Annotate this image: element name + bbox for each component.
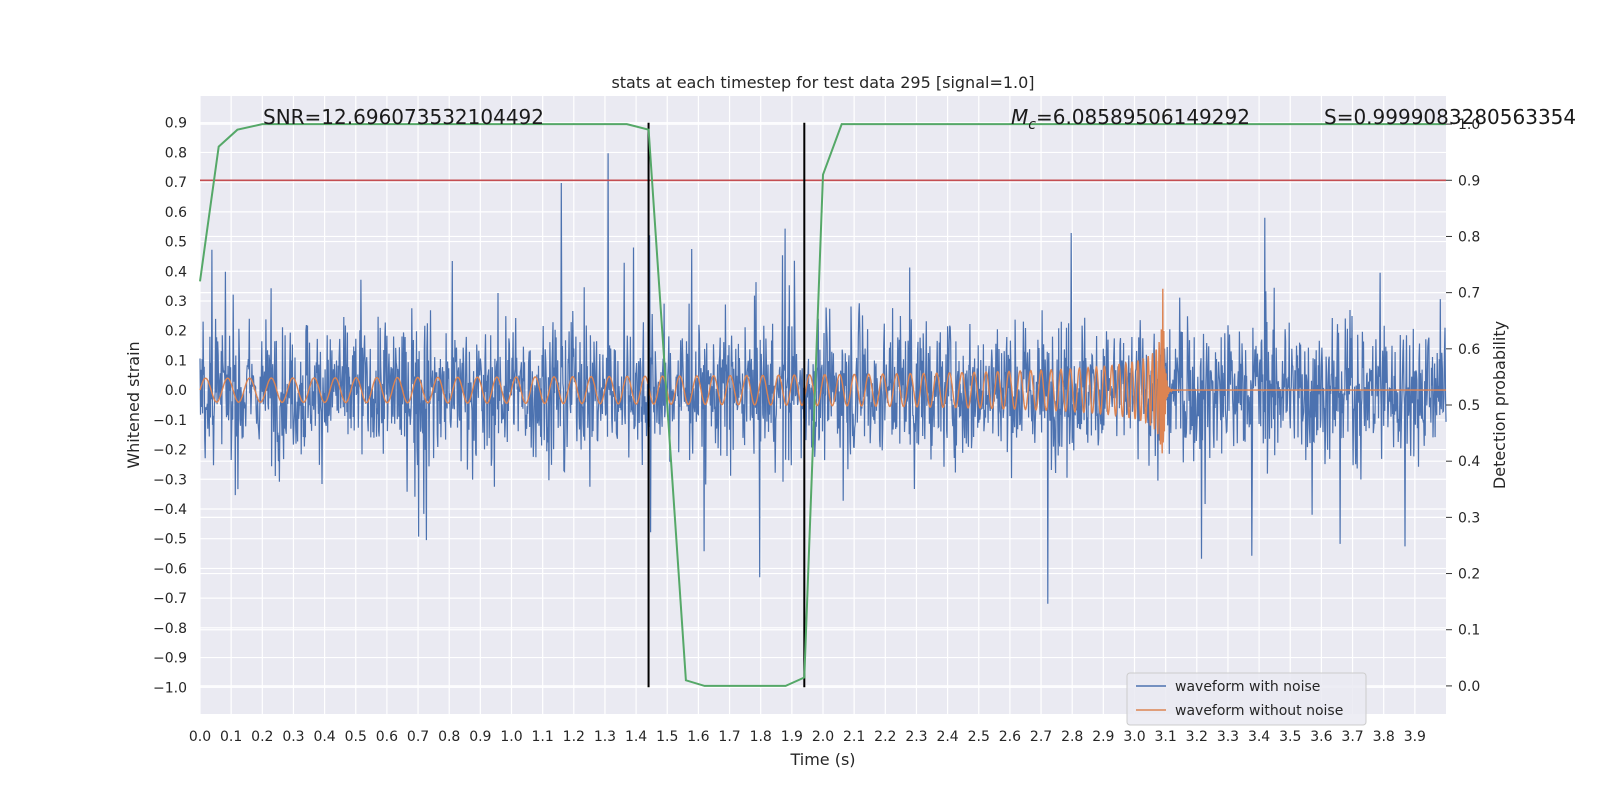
x-tick-label: 0.5 <box>345 729 367 745</box>
x-tick-label: 1.8 <box>750 729 772 745</box>
y2-tick-label: 1.0 <box>1458 117 1480 133</box>
x-tick-labels: 0.0 0.1 0.2 0.3 0.4 0.5 0.6 0.7 0.8 0.9 1.0 1.1 1.2 1… <box>189 729 1426 745</box>
x-tick-label: 0.2 <box>251 729 273 745</box>
legend: waveform with noise waveform without noi… <box>1126 672 1367 726</box>
x-tick-label: 3.7 <box>1341 729 1363 745</box>
x-tick-label: 3.8 <box>1373 729 1395 745</box>
x-tick-label: 1.3 <box>594 729 616 745</box>
y2-tick-label: 0.8 <box>1458 229 1480 245</box>
x-tick-label: 2.8 <box>1061 729 1083 745</box>
y-tick-label: 0.6 <box>165 205 187 221</box>
x-tick-label: 1.0 <box>500 729 522 745</box>
chart-title: stats at each timestep for test data 295… <box>611 73 1034 92</box>
y-tick-label: 0.1 <box>165 353 187 369</box>
x-tick-label: 2.3 <box>905 729 927 745</box>
y-tick-label: −1.0 <box>153 680 187 696</box>
x-tick-label: 2.4 <box>936 729 958 745</box>
y-tick-label: 0.9 <box>165 116 187 132</box>
x-tick-label: 3.5 <box>1279 729 1301 745</box>
y-tick-label: 0.5 <box>165 235 187 251</box>
y2-tick-label: 0.1 <box>1458 623 1480 639</box>
x-tick-label: 2.0 <box>812 729 834 745</box>
y-axis-label: Whitened strain <box>124 341 143 468</box>
x-tick-label: 1.7 <box>718 729 740 745</box>
x-tick-label: 3.3 <box>1217 729 1239 745</box>
vertical-markers <box>647 122 806 688</box>
y-tick-labels: 0.9 0.8 0.7 0.6 0.5 0.4 0.3 0.2 0.1 0.0 −0.1 −0.2 −0… <box>153 116 187 697</box>
x-tick-label: 3.6 <box>1310 729 1332 745</box>
legend-label-noise: waveform with noise <box>1175 679 1320 695</box>
s-annotation: S=0.9999083280563354 <box>1324 105 1576 129</box>
y2-tick-label: 0.7 <box>1458 286 1480 302</box>
x-tick-label: 3.4 <box>1248 729 1270 745</box>
x-tick-label: 0.9 <box>469 729 491 745</box>
y-tick-label: −0.9 <box>153 651 187 667</box>
y-tick-label: 0.8 <box>165 145 187 161</box>
x-tick-label: 1.6 <box>687 729 709 745</box>
y2-axis-label: Detection probability <box>1490 321 1509 489</box>
x-tick-label: 1.2 <box>563 729 585 745</box>
x-tick-label: 2.9 <box>1092 729 1114 745</box>
y2-tick-labels: 1.0 0.9 0.8 0.7 0.6 0.5 0.4 0.3 0.2 0.1 0.0 <box>1446 117 1480 695</box>
chirp-mass-value: =6.08589506149292 <box>1036 105 1250 129</box>
chirp-mass-symbol: M <box>1011 105 1028 129</box>
y-tick-label: 0.4 <box>165 264 187 280</box>
x-tick-label: 3.1 <box>1155 729 1177 745</box>
x-tick-label: 2.1 <box>843 729 865 745</box>
y2-tick-label: 0.6 <box>1458 342 1480 358</box>
x-tick-label: 1.5 <box>656 729 678 745</box>
detection-probability-line <box>199 123 1446 687</box>
x-axis-label: Time (s) <box>789 750 855 769</box>
y2-tick-label: 0.3 <box>1458 510 1480 526</box>
series-waveform-without-noise <box>199 288 1446 454</box>
y-tick-label: 0.0 <box>165 383 187 399</box>
y-tick-label: −0.3 <box>153 472 187 488</box>
x-tick-label: 2.6 <box>999 729 1021 745</box>
y-tick-label: −0.1 <box>153 413 187 429</box>
series-detection-probability <box>199 123 1446 687</box>
clean-waveform-line <box>199 288 1446 454</box>
x-tick-label: 1.4 <box>625 729 647 745</box>
y-tick-label: 0.3 <box>165 294 187 310</box>
x-tick-label: 2.5 <box>968 729 990 745</box>
legend-label-clean: waveform without noise <box>1175 703 1343 719</box>
x-tick-label: 0.0 <box>189 729 211 745</box>
y-tick-label: −0.6 <box>153 561 187 577</box>
y-tick-label: 0.7 <box>165 175 187 191</box>
y-tick-label: −0.4 <box>153 502 187 518</box>
x-tick-label: 0.3 <box>282 729 304 745</box>
chirp-mass-annotation: Mc=6.08589506149292 <box>1011 105 1250 133</box>
x-tick-label: 3.2 <box>1186 729 1208 745</box>
y-tick-label: −0.2 <box>153 443 187 459</box>
y2-tick-label: 0.0 <box>1458 679 1480 695</box>
y2-tick-label: 0.9 <box>1458 173 1480 189</box>
y2-tick-label: 0.4 <box>1458 454 1480 470</box>
x-tick-label: 3.0 <box>1123 729 1145 745</box>
y-tick-label: −0.7 <box>153 591 187 607</box>
x-tick-label: 0.6 <box>376 729 398 745</box>
snr-annotation: SNR=12.696073532104492 <box>263 105 544 129</box>
legend-box <box>1126 672 1367 726</box>
y2-tick-label: 0.2 <box>1458 567 1480 583</box>
x-tick-label: 0.7 <box>407 729 429 745</box>
y-tick-label: −0.8 <box>153 621 187 637</box>
x-tick-label: 3.9 <box>1404 729 1426 745</box>
x-tick-label: 2.7 <box>1030 729 1052 745</box>
chirp-mass-subscript: c <box>1028 117 1036 133</box>
x-tick-label: 0.4 <box>313 729 335 745</box>
y2-tick-label: 0.5 <box>1458 398 1480 414</box>
x-tick-label: 0.8 <box>438 729 460 745</box>
x-tick-label: 1.9 <box>781 729 803 745</box>
x-tick-label: 0.1 <box>220 729 242 745</box>
x-tick-label: 1.1 <box>532 729 554 745</box>
y-tick-label: −0.5 <box>153 532 187 548</box>
y-tick-label: 0.2 <box>165 324 187 340</box>
x-tick-label: 2.2 <box>874 729 896 745</box>
